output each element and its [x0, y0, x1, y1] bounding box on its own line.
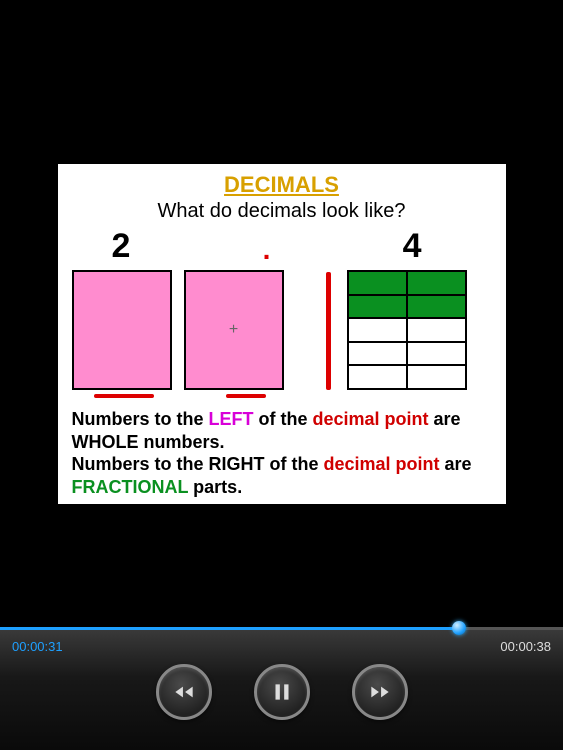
explanation-text: Numbers to the LEFT of the decimal point… [72, 408, 492, 498]
text-fractional: FRACTIONAL [72, 477, 189, 497]
text-left: LEFT [209, 409, 254, 429]
whole-square-2 [184, 270, 284, 390]
text: parts. [188, 477, 242, 497]
progress-fill [0, 627, 459, 630]
progress-bar[interactable] [0, 625, 563, 633]
slide: DECIMALS What do decimals look like? 2 .… [58, 164, 506, 504]
player-controls: 00:00:31 00:00:38 [0, 628, 563, 750]
rewind-icon [171, 679, 197, 705]
video-area: DECIMALS What do decimals look like? 2 .… [0, 0, 563, 628]
text: Numbers to the RIGHT of the [72, 454, 324, 474]
annotation-underline [226, 394, 266, 398]
total-time: 00:00:38 [500, 639, 551, 654]
decimal-point: . [263, 234, 271, 266]
forward-icon [367, 679, 393, 705]
rewind-button[interactable] [156, 664, 212, 720]
text-decimal: decimal point [324, 454, 440, 474]
text-decimal: decimal point [313, 409, 429, 429]
text: are [440, 454, 472, 474]
fractional-number: 4 [403, 227, 422, 266]
slide-title: DECIMALS [72, 172, 492, 198]
progress-thumb[interactable] [452, 621, 466, 635]
shapes-row [72, 270, 492, 390]
slide-subtitle: What do decimals look like? [72, 200, 492, 223]
whole-number: 2 [112, 227, 131, 266]
current-time: 00:00:31 [12, 639, 63, 654]
annotation-underline [94, 394, 154, 398]
annotation-bar [326, 272, 331, 390]
whole-square-1 [72, 270, 172, 390]
number-row: 2 . 4 [72, 227, 492, 266]
fraction-grid [347, 270, 467, 390]
button-row [0, 664, 563, 720]
text: of the [254, 409, 313, 429]
pause-button[interactable] [254, 664, 310, 720]
pause-icon [269, 679, 295, 705]
text: Numbers to the [72, 409, 209, 429]
forward-button[interactable] [352, 664, 408, 720]
